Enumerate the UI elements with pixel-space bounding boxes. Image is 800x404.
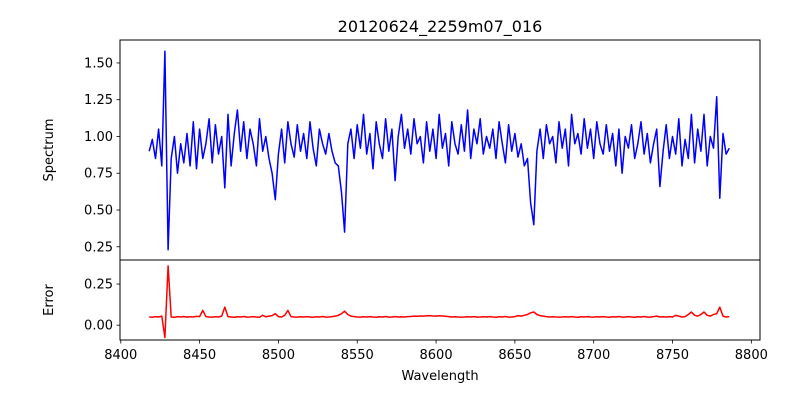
spectrum-axes-frame: [119, 39, 761, 261]
spectrum-ytick-label: 1.25: [84, 93, 113, 108]
error-line: [149, 265, 730, 339]
spectrum-ytick-label: 0.25: [84, 240, 113, 255]
x-tick-label: 8600: [420, 348, 453, 363]
spectrum-ytick-label: 0.75: [84, 167, 113, 182]
x-tick-label: 8400: [104, 348, 137, 363]
error-ytick-label: 0.00: [84, 319, 113, 334]
x-tick-label: 8750: [656, 348, 689, 363]
spectrum-ytick-label: 1.00: [84, 130, 113, 145]
x-tick-label: 8700: [577, 348, 610, 363]
spectrum-line: [148, 50, 730, 251]
x-tick-label: 8650: [498, 348, 531, 363]
x-tick-label: 8500: [262, 348, 295, 363]
spectrum-ytick-label: 0.50: [84, 204, 113, 219]
error-axes-frame: [119, 259, 761, 341]
chart-title: 20120624_2259m07_016: [338, 17, 543, 37]
error-y-label: Error: [42, 284, 57, 316]
error-ytick-label: 0.25: [84, 278, 113, 293]
spectrum-y-label: Spectrum: [42, 119, 57, 182]
x-tick-label: 8450: [183, 348, 216, 363]
x-tick-label: 8550: [341, 348, 374, 363]
spectrum-ytick-label: 1.50: [84, 56, 113, 71]
x-axis-label: Wavelength: [401, 369, 478, 384]
x-tick-label: 8800: [735, 348, 768, 363]
